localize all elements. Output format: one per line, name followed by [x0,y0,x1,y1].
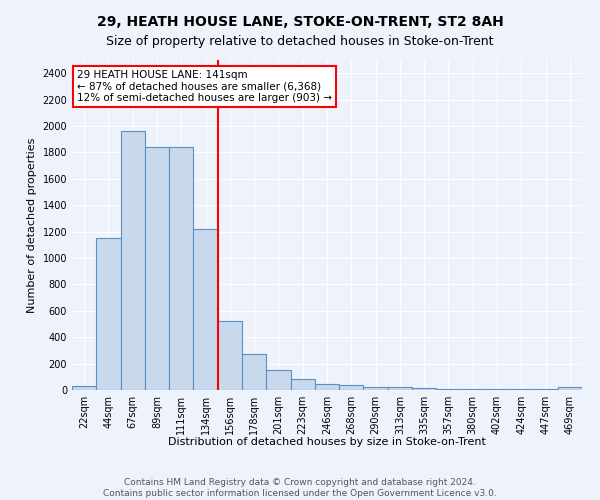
Text: 29, HEATH HOUSE LANE, STOKE-ON-TRENT, ST2 8AH: 29, HEATH HOUSE LANE, STOKE-ON-TRENT, ST… [97,15,503,29]
Bar [412,388,436,390]
Bar [558,388,582,390]
Bar [218,322,242,390]
Bar [315,384,339,390]
Bar [290,379,315,390]
X-axis label: Distribution of detached houses by size in Stoke-on-Trent: Distribution of detached houses by size … [168,437,486,447]
Text: 29 HEATH HOUSE LANE: 141sqm
← 87% of detached houses are smaller (6,368)
12% of : 29 HEATH HOUSE LANE: 141sqm ← 87% of det… [77,70,332,103]
Text: Size of property relative to detached houses in Stoke-on-Trent: Size of property relative to detached ho… [106,35,494,48]
Bar [388,388,412,390]
Text: Contains HM Land Registry data © Crown copyright and database right 2024.
Contai: Contains HM Land Registry data © Crown c… [103,478,497,498]
Bar [121,132,145,390]
Bar [145,147,169,390]
Bar [266,370,290,390]
Y-axis label: Number of detached properties: Number of detached properties [27,138,37,312]
Bar [169,147,193,390]
Bar [436,388,461,390]
Bar [339,384,364,390]
Bar [72,386,96,390]
Bar [242,354,266,390]
Bar [96,238,121,390]
Bar [364,388,388,390]
Bar [193,229,218,390]
